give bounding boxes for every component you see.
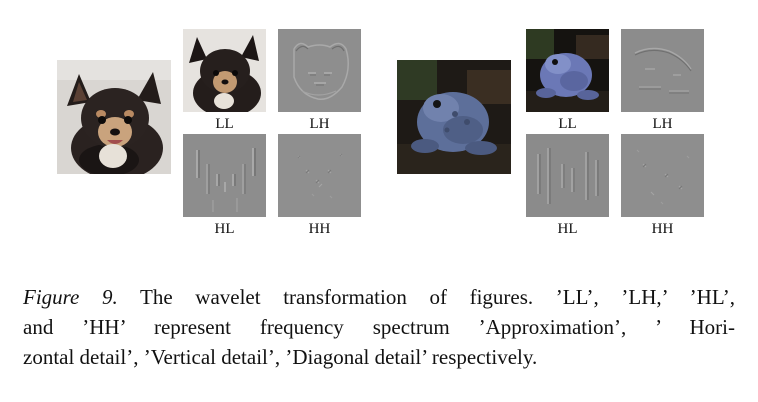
frog-original-image xyxy=(397,60,511,174)
dog-ll-label: LL xyxy=(215,116,234,132)
caption-line-1: Figure 9. The wavelet transformation of … xyxy=(23,282,735,312)
frog-lh-label: LH xyxy=(652,116,673,132)
dog-hl-image xyxy=(183,134,266,217)
frog-lh-image xyxy=(621,29,704,112)
dog-hh-image xyxy=(278,134,361,217)
dog-lh-image xyxy=(278,29,361,112)
dog-hh-label: HH xyxy=(308,221,331,237)
frog-hh-label: HH xyxy=(651,221,674,237)
frog-ll-label: LL xyxy=(558,116,577,132)
dog-original-image xyxy=(57,60,171,174)
dog-lh-label: LH xyxy=(309,116,330,132)
figure-number: Figure 9. xyxy=(23,285,118,309)
caption-line-2: and ’HH’ represent frequency spectrum ’A… xyxy=(23,315,735,339)
frog-hh-image xyxy=(621,134,704,217)
caption-line-3: zontal detail’, ’Vertical detail’, ’Diag… xyxy=(23,345,538,369)
frog-hl-label: HL xyxy=(557,221,578,237)
frog-hl-image xyxy=(526,134,609,217)
frog-ll-image xyxy=(526,29,609,112)
figure-caption: Figure 9. The wavelet transformation of … xyxy=(23,282,735,372)
dog-ll-image xyxy=(183,29,266,112)
caption-line-1-text: The wavelet transformation of figures. ’… xyxy=(140,285,735,309)
dog-hl-label: HL xyxy=(214,221,235,237)
